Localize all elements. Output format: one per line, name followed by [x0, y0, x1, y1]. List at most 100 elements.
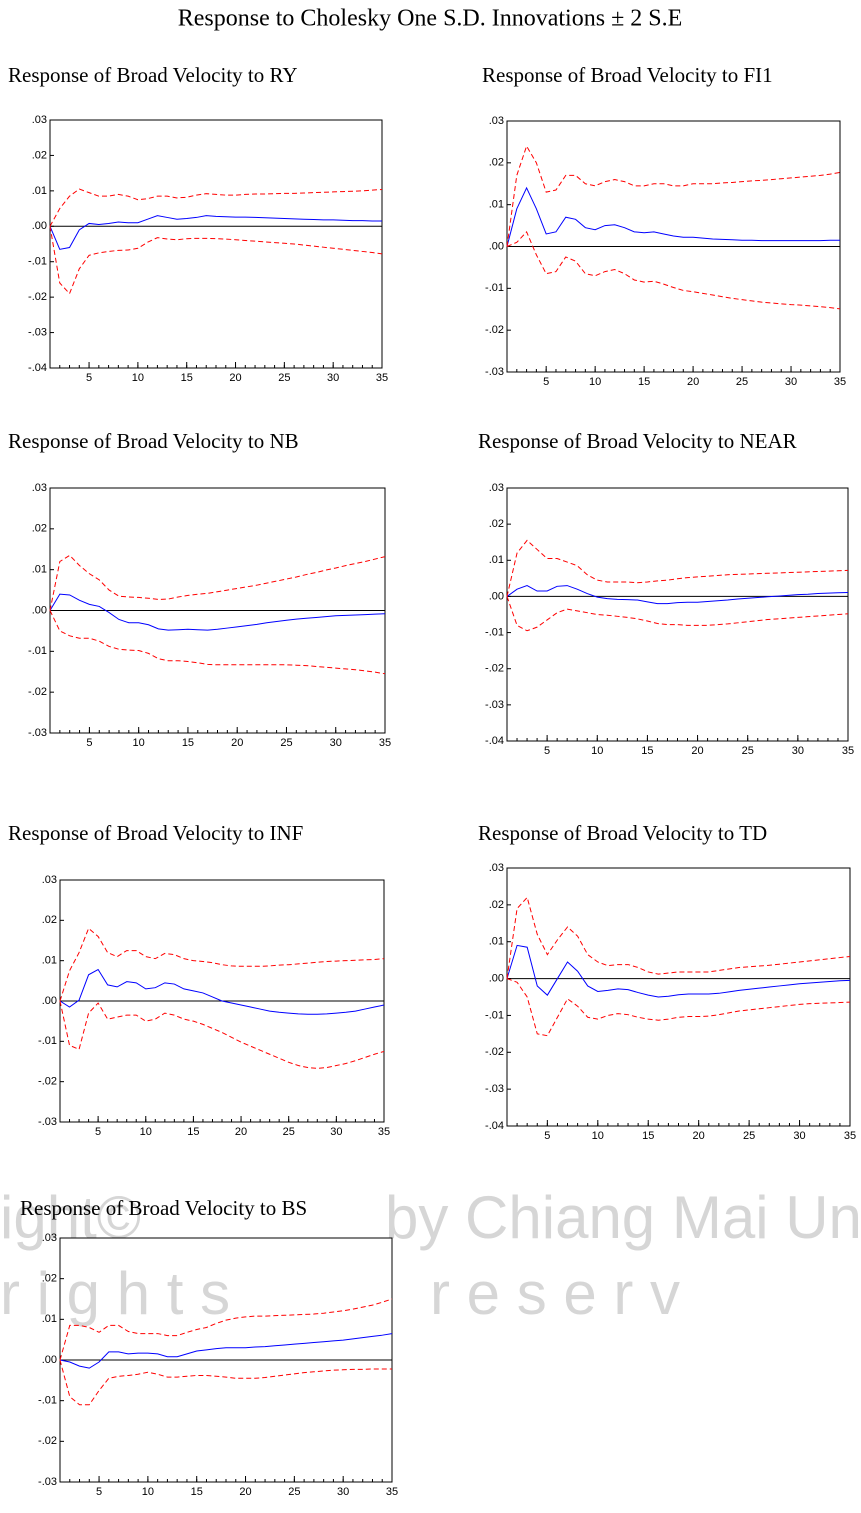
chart-title: Response of Broad Velocity to NB [8, 429, 299, 453]
response-line [59, 968, 385, 1015]
chart-title: Response of Broad Velocity to RY [8, 63, 298, 87]
y-tick-label: .03 [42, 874, 57, 886]
x-tick-label: 15 [187, 1126, 199, 1138]
y-tick-label: -.03 [38, 1476, 57, 1488]
y-tick-label: -.01 [485, 1009, 504, 1021]
x-tick-label: 25 [742, 745, 754, 757]
x-tick-label: 25 [278, 372, 290, 384]
x-tick-label: 15 [642, 1130, 654, 1142]
y-tick-label: -.02 [485, 1046, 504, 1058]
x-tick-label: 30 [337, 1486, 349, 1498]
y-tick-label: .00 [42, 1354, 57, 1366]
watermark-text: r i g h t s [0, 1260, 230, 1327]
chart-title: Response of Broad Velocity to INF [8, 821, 303, 845]
y-tick-label: -.01 [38, 1395, 57, 1407]
y-tick-label: .01 [489, 554, 504, 566]
y-tick-label: .03 [489, 482, 504, 494]
x-tick-label: 10 [140, 1126, 152, 1138]
y-tick-label: .00 [32, 220, 47, 232]
y-tick-label: .00 [489, 590, 504, 602]
response-line [59, 1333, 393, 1369]
response-line [49, 593, 386, 631]
x-tick-label: 35 [842, 745, 854, 757]
y-tick-label: -.02 [485, 663, 504, 675]
band-line [506, 896, 851, 979]
chart-title: Response of Broad Velocity to NEAR [478, 429, 797, 453]
x-tick-label: 10 [133, 737, 145, 749]
x-tick-label: 5 [95, 1126, 101, 1138]
y-tick-label: .03 [489, 115, 504, 127]
x-tick-label: 10 [132, 372, 144, 384]
x-tick-label: 20 [691, 745, 703, 757]
y-tick-label: -.01 [485, 282, 504, 294]
y-tick-label: .02 [42, 914, 57, 926]
band-line [506, 539, 849, 597]
x-tick-label: 30 [330, 1126, 342, 1138]
x-tick-label: 5 [86, 372, 92, 384]
watermark-text: by Chiang Mai Univ [385, 1184, 861, 1251]
x-tick-label: 25 [743, 1130, 755, 1142]
band-line [49, 610, 386, 675]
y-tick-label: -.02 [485, 324, 504, 336]
y-tick-label: .02 [32, 149, 47, 161]
y-tick-label: .00 [489, 240, 504, 252]
watermark-text: ight© [0, 1184, 141, 1251]
chart-title: Response of Broad Velocity to BS [20, 1196, 307, 1220]
y-tick-label: .03 [42, 1232, 57, 1244]
x-tick-label: 35 [844, 1130, 856, 1142]
chart-title: Response of Broad Velocity to FI1 [482, 63, 773, 87]
band-line [49, 188, 383, 227]
x-tick-label: 5 [543, 376, 549, 388]
y-tick-label: .01 [32, 185, 47, 197]
response-line [506, 186, 840, 247]
y-tick-label: -.02 [28, 291, 47, 303]
y-tick-label: .02 [489, 518, 504, 530]
band-line [506, 144, 841, 247]
x-tick-label: 5 [96, 1486, 102, 1498]
chart-title: Response of Broad Velocity to TD [478, 821, 767, 845]
x-tick-label: 20 [687, 376, 699, 388]
y-tick-label: .02 [489, 899, 504, 911]
y-tick-label: -.02 [28, 686, 47, 698]
band-line [506, 230, 841, 310]
y-tick-label: -.01 [38, 1035, 57, 1047]
x-tick-label: 10 [589, 376, 601, 388]
response-line [506, 944, 851, 998]
y-tick-label: .00 [32, 604, 47, 616]
plot-frame [506, 487, 849, 742]
x-tick-label: 30 [793, 1130, 805, 1142]
y-tick-label: .03 [32, 482, 47, 494]
figure-title: Response to Cholesky One S.D. Innovation… [178, 6, 683, 32]
y-tick-label: -.02 [38, 1435, 57, 1447]
x-tick-label: 20 [235, 1126, 247, 1138]
x-tick-label: 25 [736, 376, 748, 388]
x-tick-label: 35 [834, 376, 846, 388]
watermark-text: r e s e r v [430, 1260, 680, 1327]
y-tick-label: .00 [42, 995, 57, 1007]
y-tick-label: .00 [489, 972, 504, 984]
y-tick-label: .01 [489, 936, 504, 948]
y-tick-label: .02 [42, 1273, 57, 1285]
y-tick-label: .02 [32, 523, 47, 535]
x-tick-label: 35 [378, 1126, 390, 1138]
x-tick-label: 10 [142, 1486, 154, 1498]
band-line [49, 226, 383, 295]
x-tick-label: 25 [283, 1126, 295, 1138]
x-tick-label: 30 [785, 376, 797, 388]
y-tick-label: .01 [489, 199, 504, 211]
band-line [49, 554, 386, 611]
x-tick-label: 20 [231, 737, 243, 749]
x-tick-label: 20 [693, 1130, 705, 1142]
x-tick-label: 25 [280, 737, 292, 749]
x-tick-label: 30 [330, 737, 342, 749]
y-tick-label: -.04 [485, 735, 504, 747]
band-line [506, 978, 851, 1037]
y-tick-label: -.03 [485, 1083, 504, 1095]
plot-frame [506, 867, 851, 1127]
y-tick-label: -.01 [485, 626, 504, 638]
y-tick-label: .03 [489, 862, 504, 874]
y-tick-label: -.03 [28, 326, 47, 338]
response-line [506, 585, 849, 605]
x-tick-label: 5 [86, 737, 92, 749]
y-tick-label: .01 [42, 955, 57, 967]
